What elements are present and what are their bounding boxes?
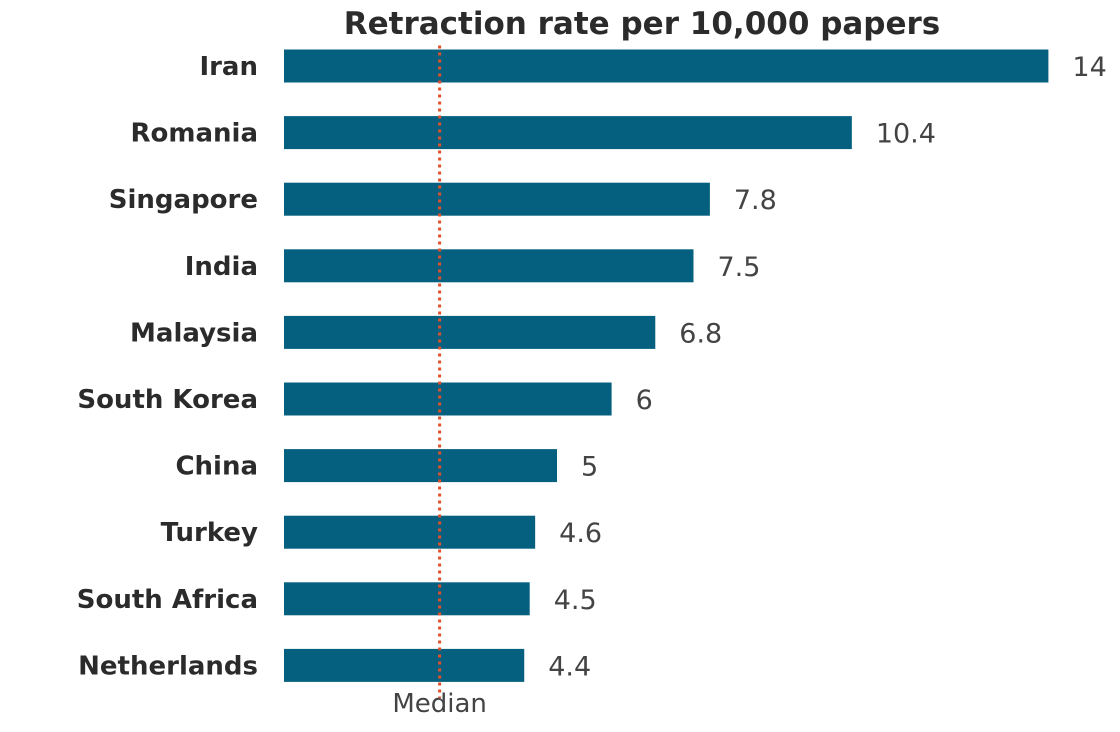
bar-china xyxy=(284,449,557,483)
value-label-singapore: 7.8 xyxy=(734,185,777,216)
value-label-china: 5 xyxy=(581,452,598,483)
category-label-romania: Romania xyxy=(131,119,259,149)
category-label-india: India xyxy=(185,252,258,282)
value-label-romania: 10.4 xyxy=(876,119,936,150)
value-label-india: 7.5 xyxy=(718,252,761,283)
bar-romania xyxy=(284,116,852,150)
category-label-south-africa: South Africa xyxy=(77,585,258,615)
value-label-iran: 14 xyxy=(1072,52,1106,83)
bar-south-korea xyxy=(284,382,612,416)
value-label-south-africa: 4.5 xyxy=(554,585,597,616)
category-label-malaysia: Malaysia xyxy=(130,318,258,348)
value-label-malaysia: 6.8 xyxy=(679,318,722,349)
bar-singapore xyxy=(284,182,710,216)
category-label-iran: Iran xyxy=(199,52,258,82)
bar-netherlands xyxy=(284,648,525,682)
chart-title: Retraction rate per 10,000 papers xyxy=(344,6,941,42)
value-label-turkey: 4.6 xyxy=(559,518,602,549)
category-label-turkey: Turkey xyxy=(161,518,258,548)
median-label: Median xyxy=(392,689,487,719)
category-label-netherlands: Netherlands xyxy=(78,651,258,681)
value-label-netherlands: 4.4 xyxy=(548,651,591,682)
bar-malaysia xyxy=(284,315,656,349)
median-group: Median xyxy=(392,45,487,719)
category-label-singapore: Singapore xyxy=(109,185,258,215)
category-label-south-korea: South Korea xyxy=(77,385,258,415)
bar-india xyxy=(284,249,694,283)
bar-turkey xyxy=(284,515,536,549)
value-label-south-korea: 6 xyxy=(636,385,653,416)
bar-iran xyxy=(284,49,1049,83)
bars-group: Iran 14 Romania 10.4 Singapore 7.8 India 7.5 Mal… xyxy=(77,49,1107,682)
category-label-china: China xyxy=(175,452,258,482)
bar-south-africa xyxy=(284,582,530,616)
